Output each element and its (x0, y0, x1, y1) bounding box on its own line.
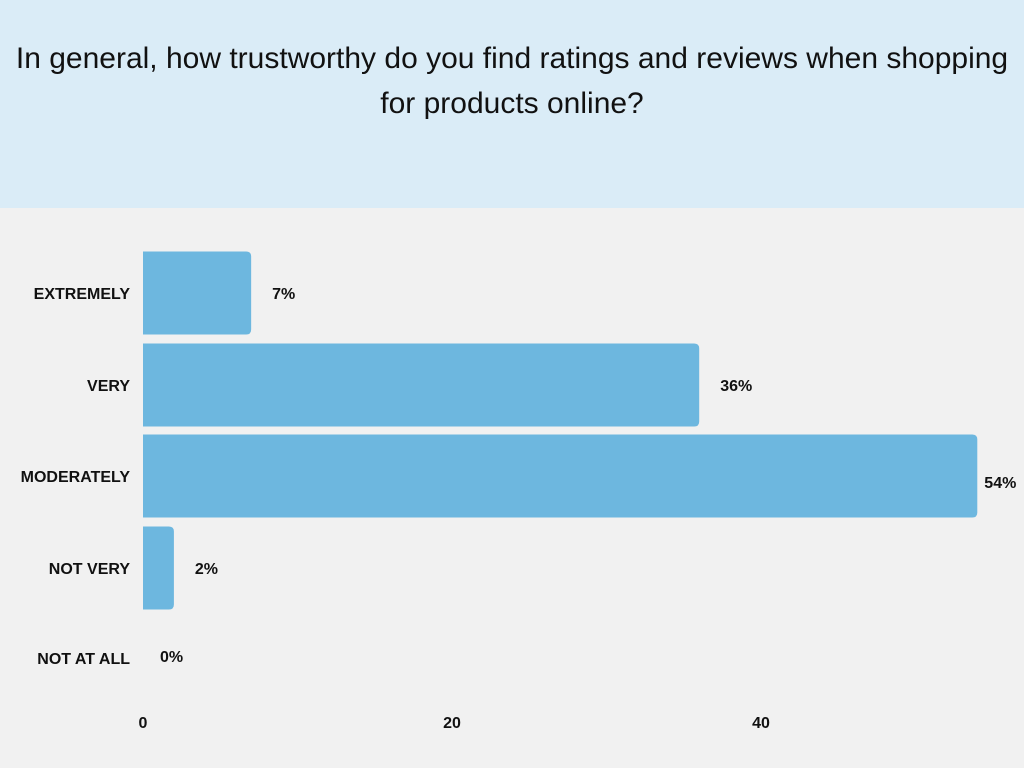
data-label: 54% (984, 475, 1016, 492)
title-banner: In general, how trustworthy do you find … (0, 0, 1024, 208)
bar (143, 251, 252, 335)
data-label: 7% (272, 286, 295, 303)
category-label: NOT VERY (49, 561, 131, 578)
chart-title: In general, how trustworthy do you find … (15, 42, 1009, 120)
category-label: NOT AT ALL (37, 651, 130, 668)
data-label: 0% (160, 649, 183, 666)
x-tick-label: 0 (139, 715, 148, 732)
bar (143, 343, 700, 427)
category-label: VERY (87, 378, 130, 395)
category-label: EXTREMELY (34, 286, 131, 303)
bar (143, 434, 978, 518)
bar (143, 526, 174, 610)
x-tick-label: 40 (752, 715, 770, 732)
x-tick-label: 20 (443, 715, 461, 732)
data-label: 2% (195, 561, 218, 578)
category-label: MODERATELY (21, 469, 131, 486)
data-label: 36% (720, 378, 752, 395)
